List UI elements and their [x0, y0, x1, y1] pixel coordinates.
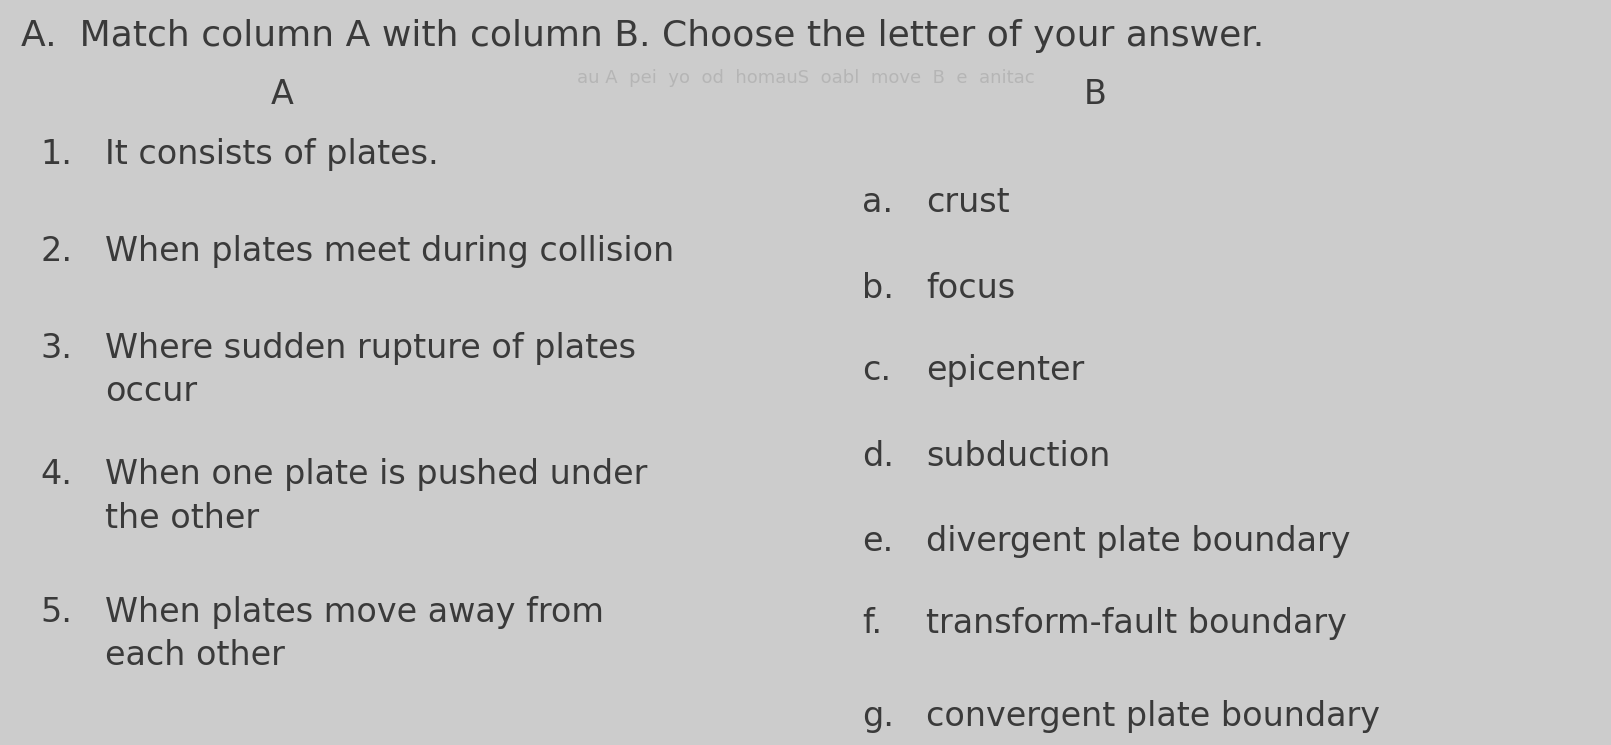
Text: 5.: 5.: [40, 596, 72, 629]
Text: transform-fault boundary: transform-fault boundary: [926, 607, 1347, 640]
Text: au A  pei  yo  od  homauS  oabl  move  B  e  anitac: au A pei yo od homauS oabl move B e anit…: [577, 69, 1034, 87]
Text: convergent plate boundary: convergent plate boundary: [926, 700, 1381, 733]
Text: b.: b.: [862, 272, 894, 305]
Text: subduction: subduction: [926, 440, 1110, 472]
Text: g.: g.: [862, 700, 894, 733]
Text: focus: focus: [926, 272, 1015, 305]
Text: epicenter: epicenter: [926, 354, 1084, 387]
Text: f.: f.: [862, 607, 881, 640]
Text: 3.: 3.: [40, 332, 72, 364]
Text: c.: c.: [862, 354, 891, 387]
Text: B: B: [1084, 78, 1107, 111]
Text: crust: crust: [926, 186, 1010, 219]
Text: When one plate is pushed under
the other: When one plate is pushed under the other: [105, 458, 648, 535]
Text: d.: d.: [862, 440, 894, 472]
Text: 4.: 4.: [40, 458, 72, 491]
Text: 1.: 1.: [40, 138, 72, 171]
Text: A.  Match column A with column B. Choose the letter of your answer.: A. Match column A with column B. Choose …: [21, 19, 1265, 53]
Text: When plates move away from
each other: When plates move away from each other: [105, 596, 604, 673]
Text: A: A: [271, 78, 293, 111]
Text: divergent plate boundary: divergent plate boundary: [926, 525, 1352, 558]
Text: It consists of plates.: It consists of plates.: [105, 138, 438, 171]
Text: Where sudden rupture of plates
occur: Where sudden rupture of plates occur: [105, 332, 636, 408]
Text: e.: e.: [862, 525, 892, 558]
Text: a.: a.: [862, 186, 892, 219]
Text: When plates meet during collision: When plates meet during collision: [105, 235, 673, 267]
Text: 2.: 2.: [40, 235, 72, 267]
